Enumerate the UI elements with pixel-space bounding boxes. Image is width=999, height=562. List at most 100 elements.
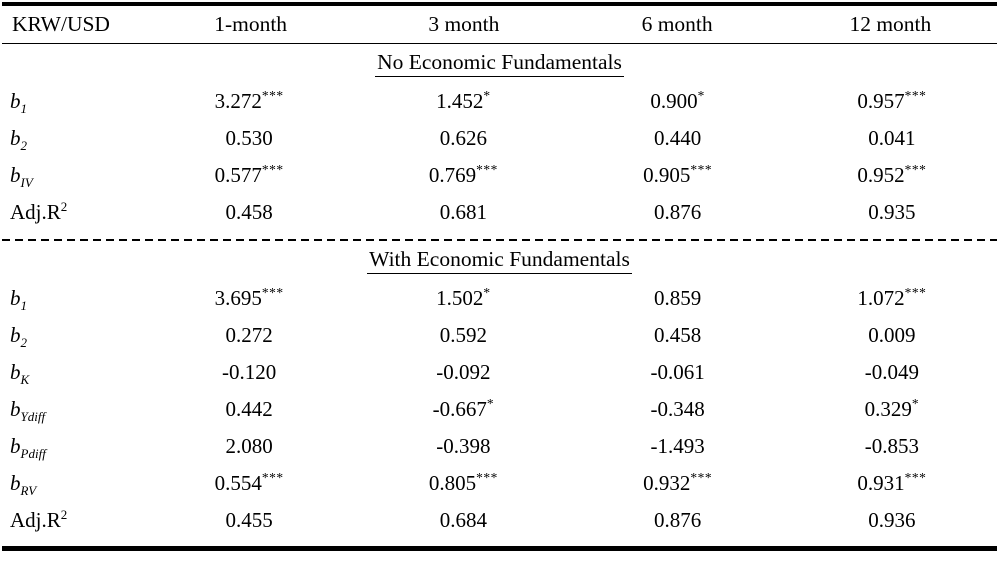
value-cell: 0.530 — [142, 128, 356, 149]
coefficient-value: 1.072 — [857, 286, 905, 310]
coefficient-value: 0.769 — [428, 163, 477, 187]
coefficient-value: 0.681 — [439, 200, 487, 224]
value-cell: -0.120 — [142, 362, 356, 383]
table-top-rule — [2, 2, 997, 6]
column-header-12-month: 12 month — [849, 11, 932, 36]
section-title-row: With Economic Fundamentals — [0, 241, 999, 280]
coefficient-value: 0.458 — [225, 200, 273, 224]
section-divider-dashed-rule — [2, 239, 997, 241]
row-label: b1 — [10, 89, 28, 117]
value-cell: 0.684 — [356, 510, 570, 531]
significance-stars: * — [911, 396, 920, 411]
value-cell: 0.329* — [785, 396, 999, 420]
value-cell: 0.932*** — [571, 470, 785, 494]
value-cell: 1.502* — [356, 285, 570, 310]
section-title: No Economic Fundamentals — [375, 50, 624, 77]
row-label: bIV — [10, 163, 33, 191]
section-title-row: No Economic Fundamentals — [0, 44, 999, 83]
value-cell: 0.442 — [142, 399, 356, 420]
coefficient-value: 0.936 — [868, 508, 916, 532]
table-row: b1 3.695*** 1.502* 0.859 1.072*** — [0, 280, 999, 317]
value-cell: 0.876 — [571, 510, 785, 531]
value-cell: -0.398 — [356, 436, 570, 457]
coefficient-value: 1.452 — [436, 89, 484, 113]
coefficient-value: 0.442 — [225, 397, 273, 421]
significance-stars: * — [483, 285, 491, 300]
coefficient-value: 0.900 — [650, 89, 698, 113]
significance-stars: *** — [904, 285, 927, 300]
value-cell: 0.455 — [142, 510, 356, 531]
coefficient-value: 0.935 — [868, 200, 916, 224]
value-cell: 2.080 — [142, 436, 356, 457]
significance-stars: *** — [690, 162, 713, 177]
row-label: Adj.R2 — [10, 507, 68, 532]
table-row: bYdiff 0.442 -0.667* -0.348 0.329* — [0, 391, 999, 428]
significance-stars: *** — [261, 470, 284, 485]
value-cell: 0.577*** — [142, 163, 356, 187]
coefficient-value: 3.272 — [214, 89, 262, 113]
value-cell: 0.272 — [142, 325, 356, 346]
column-header-1-month: 1-month — [214, 11, 288, 36]
row-label: bRV — [10, 471, 37, 499]
row-label: Adj.R2 — [10, 199, 68, 224]
coefficient-value: -0.092 — [436, 360, 491, 384]
table-header-row: KRW/USD 1-month 3 month 6 month 12 month — [2, 6, 997, 44]
coefficient-value: 3.695 — [214, 286, 262, 310]
significance-stars: * — [486, 396, 495, 411]
value-cell: 0.859 — [571, 288, 785, 309]
coefficient-value: -0.667 — [432, 397, 487, 421]
coefficient-value: 0.952 — [857, 163, 905, 187]
coefficient-value: -0.061 — [650, 360, 705, 384]
value-cell: 0.681 — [356, 202, 570, 223]
coefficient-value: -1.493 — [650, 434, 705, 458]
coefficient-value: 2.080 — [225, 434, 273, 458]
section-no-fundamentals: No Economic Fundamentals b1 3.272*** 1.452… — [0, 44, 999, 231]
value-cell: 0.440 — [571, 128, 785, 149]
value-cell: 0.009 — [785, 325, 999, 346]
section-rows: b1 3.272*** 1.452* 0.900* 0.957*** b2 0.530 0.6… — [0, 83, 999, 231]
table-row: b1 3.272*** 1.452* 0.900 * 0.957*** — [0, 83, 999, 120]
coefficient-value: 0.931 — [857, 471, 905, 495]
value-cell: 1.072*** — [785, 285, 999, 310]
coefficient-value: 0.626 — [439, 126, 487, 150]
significance-stars: *** — [690, 470, 713, 485]
significance-stars: *** — [904, 470, 927, 485]
table-row: bK -0.120 -0.092 -0.061 -0.049 — [0, 354, 999, 391]
value-cell: 1.452* — [356, 88, 570, 113]
value-cell: 0.554*** — [142, 470, 356, 494]
coefficient-value: 0.577 — [214, 163, 262, 187]
coefficient-value: 0.458 — [654, 323, 702, 347]
value-cell: 0.458 — [142, 202, 356, 223]
row-label: bK — [10, 360, 30, 388]
coefficient-value: 0.905 — [643, 163, 691, 187]
coefficient-value: -0.120 — [222, 360, 277, 384]
significance-stars: * — [483, 88, 491, 103]
coefficient-value: 0.684 — [439, 508, 487, 532]
coefficient-value: -0.398 — [436, 434, 491, 458]
significance-stars: *** — [261, 285, 284, 300]
table-row: bIV 0.577*** 0.769*** 0.905*** 0.952*** — [0, 157, 999, 194]
coefficient-value: 1.502 — [436, 286, 484, 310]
section-with-fundamentals: With Economic Fundamentals b1 3.695*** 1.5… — [0, 241, 999, 539]
row-label: bPdiff — [10, 434, 46, 462]
table-row: Adj.R2 0.458 0.681 0.876 0.935 — [0, 194, 999, 231]
row-label: b2 — [10, 323, 28, 351]
coefficient-value: 0.530 — [225, 126, 273, 150]
column-header-6-month: 6 month — [641, 11, 713, 36]
column-header-3-month: 3 month — [428, 11, 500, 36]
value-cell: 0.769*** — [356, 163, 570, 187]
value-cell: 0.935 — [785, 202, 999, 223]
value-cell: 0.957*** — [785, 89, 999, 113]
value-cell: 0.936 — [785, 510, 999, 531]
table-row: b2 0.530 0.626 0.440 0.041 — [0, 120, 999, 157]
row-label: bYdiff — [10, 397, 46, 425]
coefficient-value: 0.859 — [654, 286, 702, 310]
coefficient-value: 0.041 — [868, 126, 916, 150]
coefficient-value: 0.957 — [857, 89, 905, 113]
value-cell: 0.952*** — [785, 163, 999, 187]
table-bottom-rule — [2, 546, 997, 551]
coefficient-value: 0.009 — [868, 323, 916, 347]
significance-stars: *** — [261, 88, 284, 103]
value-cell: 0.592 — [356, 325, 570, 346]
